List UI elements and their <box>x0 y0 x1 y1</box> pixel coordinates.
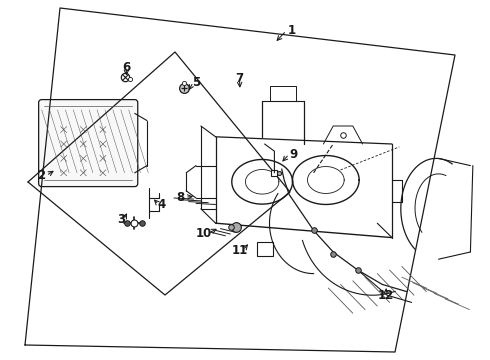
Text: 9: 9 <box>289 148 297 161</box>
Text: 7: 7 <box>235 72 243 85</box>
Text: 5: 5 <box>192 76 200 89</box>
FancyBboxPatch shape <box>39 100 138 186</box>
Text: 6: 6 <box>122 61 130 74</box>
Text: 10: 10 <box>195 227 212 240</box>
Text: 12: 12 <box>378 289 394 302</box>
Text: 8: 8 <box>176 191 184 204</box>
Text: 3: 3 <box>118 213 125 226</box>
Text: 2: 2 <box>38 169 46 182</box>
Text: 4: 4 <box>158 198 166 211</box>
Text: 11: 11 <box>232 244 248 257</box>
Bar <box>257 242 272 256</box>
Text: 1: 1 <box>288 24 295 37</box>
